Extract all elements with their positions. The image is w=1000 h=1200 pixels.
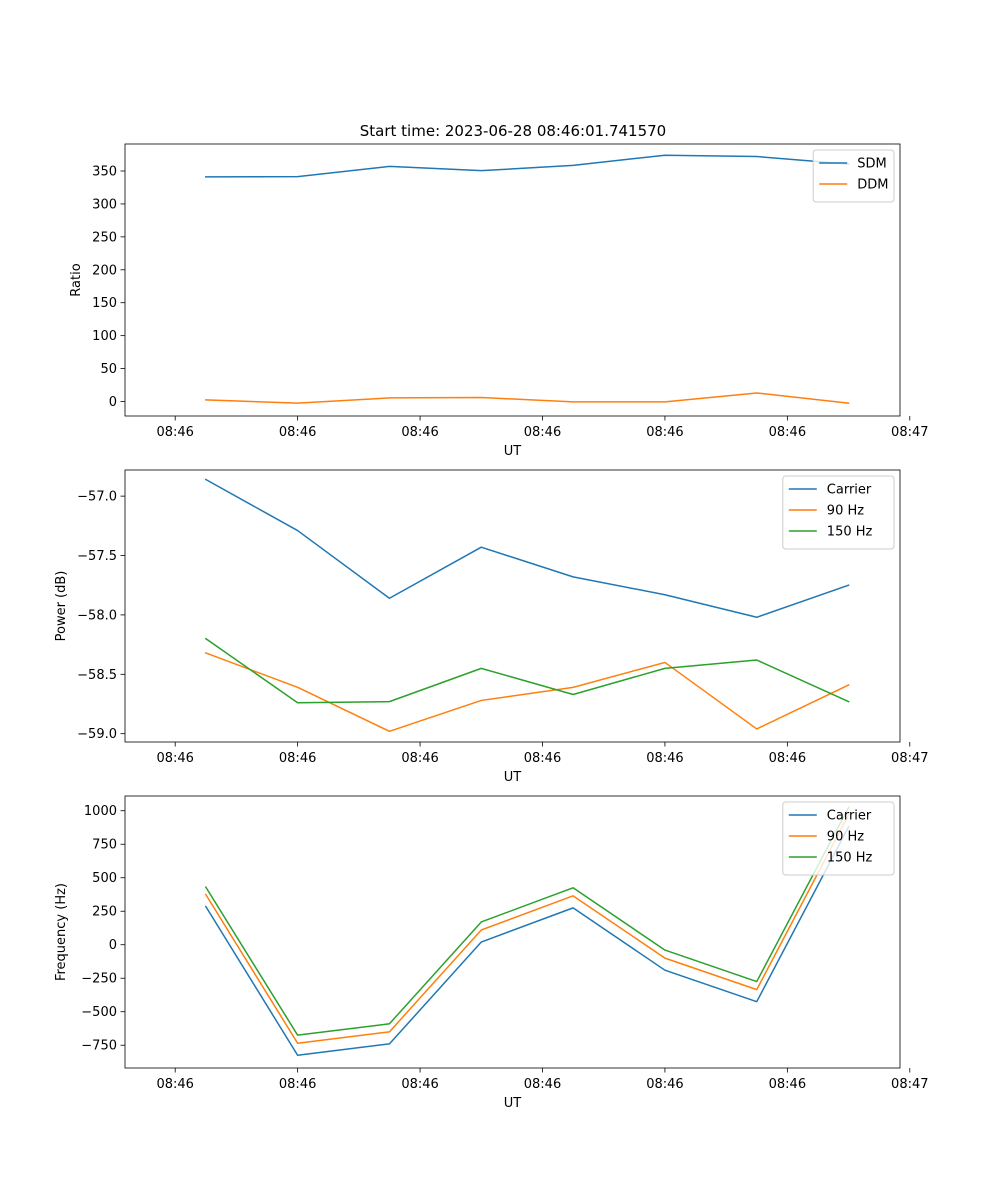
- x-tick-label: 08:46: [279, 425, 316, 440]
- y-tick-label: 0: [109, 938, 117, 953]
- x-tick-label: 08:46: [646, 751, 683, 766]
- series-line-carrier: [204, 825, 850, 1057]
- y-tick-label: 750: [92, 838, 117, 853]
- series-line-150-hz: [204, 806, 850, 1036]
- plot-area: [124, 469, 901, 743]
- x-tick-label: 08:46: [646, 1077, 683, 1092]
- y-tick-label: 250: [92, 905, 117, 920]
- y-tick-label: −57.5: [77, 549, 117, 564]
- series-line-90-hz: [204, 813, 850, 1044]
- y-tick-label: −500: [81, 1005, 117, 1020]
- x-tick-label: 08:47: [891, 425, 928, 440]
- legend-label: 150 Hz: [827, 851, 873, 866]
- series-line-150-hz: [204, 637, 850, 704]
- plot-area: [124, 795, 901, 1069]
- x-tick-label: 08:46: [524, 425, 561, 440]
- legend-label: 150 Hz: [827, 525, 873, 540]
- x-tick-label: 08:46: [524, 751, 561, 766]
- legend-label: SDM: [857, 157, 886, 172]
- series-line-ddm: [205, 392, 850, 404]
- y-tick-label: 250: [92, 230, 117, 245]
- chart-panel-2: 08:46 08:46 08:46 08:46 08:46 08:46 08:47 −59.0…: [54, 469, 929, 785]
- y-tick-label: −250: [81, 972, 117, 987]
- y-tick-label: 150: [92, 296, 117, 311]
- y-tick-label: 50: [100, 362, 117, 377]
- y-axis-label: Frequency (Hz): [54, 883, 69, 981]
- x-axis-label: UT: [504, 770, 522, 785]
- legend-label: Carrier: [827, 809, 872, 824]
- legend: SDM DDM: [812, 149, 895, 203]
- figure-title: Start time: 2023-06-28 08:46:01.741570: [360, 122, 666, 140]
- x-tick-label: 08:46: [279, 1077, 316, 1092]
- y-tick-label: −57.0: [77, 490, 117, 505]
- x-tick-label: 08:46: [401, 1077, 438, 1092]
- legend-label: 90 Hz: [827, 830, 864, 845]
- y-tick-label: 300: [92, 197, 117, 212]
- x-tick-label: 08:46: [156, 1077, 193, 1092]
- series-line-90-hz: [204, 651, 850, 733]
- series-line-carrier: [204, 478, 850, 619]
- y-tick-label: 200: [92, 263, 117, 278]
- y-tick-label: 350: [92, 165, 117, 180]
- x-tick-label: 08:46: [401, 425, 438, 440]
- x-tick-label: 08:46: [769, 751, 806, 766]
- y-axis-label: Ratio: [69, 263, 84, 296]
- y-tick-label: −750: [81, 1039, 117, 1054]
- x-tick-label: 08:46: [401, 751, 438, 766]
- y-axis-label: Power (dB): [54, 571, 69, 642]
- x-tick-label: 08:47: [891, 751, 928, 766]
- y-tick-label: 100: [92, 329, 117, 344]
- x-tick-label: 08:46: [279, 751, 316, 766]
- legend: Carrier 90 Hz 150 Hz: [782, 801, 895, 876]
- x-tick-label: 08:46: [156, 751, 193, 766]
- legend-label: 90 Hz: [827, 504, 864, 519]
- y-tick-label: −58.5: [77, 668, 117, 683]
- y-tick-label: 0: [109, 395, 117, 410]
- chart-panel-1: 08:46 08:46 08:46 08:46 08:46 08:46 08:47 0 50 10…: [69, 143, 929, 459]
- y-tick-label: −59.0: [77, 727, 117, 742]
- chart-panel-3: 08:46 08:46 08:46 08:46 08:46 08:46 08:47 −750 −…: [54, 795, 929, 1111]
- legend: Carrier 90 Hz 150 Hz: [782, 475, 895, 550]
- legend-label: DDM: [857, 178, 888, 193]
- y-tick-label: 1000: [84, 804, 117, 819]
- x-tick-label: 08:47: [891, 1077, 928, 1092]
- x-tick-label: 08:46: [769, 1077, 806, 1092]
- legend-label: Carrier: [827, 483, 872, 498]
- x-axis-label: UT: [504, 1096, 522, 1111]
- x-tick-label: 08:46: [524, 1077, 561, 1092]
- x-tick-label: 08:46: [769, 425, 806, 440]
- y-tick-label: 500: [92, 871, 117, 886]
- x-axis-label: UT: [504, 444, 522, 459]
- x-tick-label: 08:46: [156, 425, 193, 440]
- plot-area: [124, 143, 901, 417]
- x-tick-label: 08:46: [646, 425, 683, 440]
- series-line-sdm: [205, 154, 850, 178]
- y-tick-label: −58.0: [77, 608, 117, 623]
